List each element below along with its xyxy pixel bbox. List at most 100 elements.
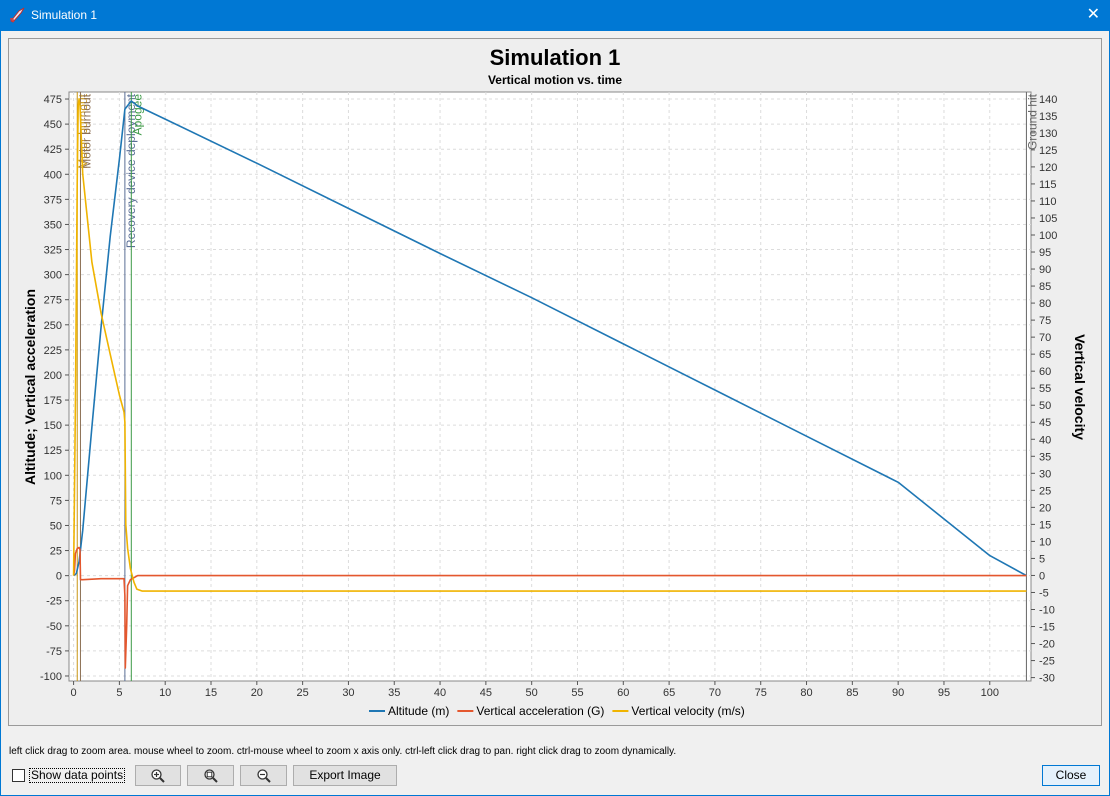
x-tick-label: 15 [205, 687, 217, 699]
x-tick-label: 35 [388, 687, 400, 699]
event-marker-label: Apogee [130, 94, 144, 136]
legend-item: Vertical acceleration (G) [476, 704, 604, 718]
export-image-button[interactable]: Export Image [293, 765, 397, 786]
y-right-tick-label: 10 [1039, 536, 1051, 548]
series-line [72, 97, 1027, 592]
y-right-tick-label: 55 [1039, 383, 1051, 395]
zoom-fit-icon [203, 769, 218, 783]
y-left-tick-label: 250 [44, 320, 62, 332]
y-right-tick-label: 135 [1039, 111, 1057, 123]
window-title: Simulation 1 [31, 8, 98, 22]
x-tick-label: 10 [159, 687, 171, 699]
show-data-points-label[interactable]: Show data points [29, 768, 126, 783]
y-left-tick-label: 350 [44, 219, 62, 231]
y-right-tick-label: 80 [1039, 298, 1051, 310]
y-right-tick-label: 35 [1039, 451, 1051, 463]
x-tick-label: 75 [755, 687, 767, 699]
x-tick-label: 20 [251, 687, 263, 699]
plot-area[interactable]: 0 5 10 15 20 25 30 35 40 45 50 55 60 65 70 75 80 85 90 95 10… [40, 91, 1057, 699]
y-left-tick-label: 125 [44, 445, 62, 457]
y-right-tick-label: 100 [1039, 230, 1057, 242]
y-left-tick-label: 375 [44, 194, 62, 206]
x-tick-label: 85 [846, 687, 858, 699]
y-left-tick-label: 400 [44, 169, 62, 181]
y-right-tick-label: -15 [1039, 622, 1055, 634]
chart-panel[interactable]: Simulation 1 Vertical motion vs. time Al… [8, 38, 1102, 726]
y-left-tick-label: 450 [44, 119, 62, 131]
y-right-tick-label: -20 [1039, 639, 1055, 651]
y-left-tick-label: 50 [50, 520, 62, 532]
y-right-tick-label: 130 [1039, 128, 1057, 140]
show-data-points-checkbox[interactable] [12, 769, 25, 782]
y-right-tick-label: 125 [1039, 145, 1057, 157]
y-left-tick-label: 175 [44, 395, 62, 407]
y-right-tick-label: 115 [1039, 179, 1057, 191]
close-icon[interactable]: ✕ [1086, 6, 1100, 23]
plot-background [68, 91, 1032, 682]
x-tick-label: 40 [434, 687, 446, 699]
zoom-out-icon [256, 769, 271, 783]
x-tick-label: 95 [938, 687, 950, 699]
zoom-fit-button[interactable] [187, 765, 234, 786]
y-right-tick-label: 90 [1039, 264, 1051, 276]
y-left-tick-label: 150 [44, 420, 62, 432]
series-line [73, 100, 1027, 577]
zoom-in-button[interactable] [135, 765, 181, 786]
y-right-tick-label: 40 [1039, 434, 1051, 446]
y-left-tick-label: 475 [44, 94, 62, 106]
y-right-tick-label: 30 [1039, 468, 1051, 480]
y-right-tick-label: 70 [1039, 332, 1051, 344]
y-left-tick-label: 275 [44, 295, 62, 307]
y-right-tick-label: 5 [1039, 553, 1045, 565]
y-axis-right-label: Vertical velocity [1072, 334, 1088, 440]
y-left-tick-label: 100 [44, 470, 62, 482]
y-left-tick-label: -100 [40, 671, 62, 683]
y-left-tick-label: 200 [44, 370, 62, 382]
y-left-tick-label: 75 [50, 495, 62, 507]
x-tick-label: 100 [981, 687, 999, 699]
series-line [72, 546, 1027, 669]
y-right-tick-label: 15 [1039, 519, 1051, 531]
x-tick-label: 55 [571, 687, 583, 699]
y-left-tick-label: 225 [44, 345, 62, 357]
y-right-tick-label: 140 [1039, 94, 1057, 106]
x-tick-label: 25 [297, 687, 309, 699]
y-right-tick-label: 20 [1039, 502, 1051, 514]
y-right-tick-label: -25 [1039, 656, 1055, 668]
x-tick-label: 45 [480, 687, 492, 699]
y-left-tick-label: 425 [44, 144, 62, 156]
zoom-in-icon [151, 769, 165, 783]
legend: Altitude (m) Vertical acceleration (G) Ver… [369, 704, 745, 718]
event-marker-label: Ground hit [1025, 93, 1039, 150]
legend-item: Altitude (m) [388, 704, 449, 718]
y-right-tick-label: 50 [1039, 400, 1051, 412]
chart[interactable]: Simulation 1 Vertical motion vs. time Al… [9, 39, 1101, 725]
y-right-tick-label: 25 [1039, 485, 1051, 497]
y-axis-left-label: Altitude; Vertical acceleration [22, 289, 38, 485]
close-button[interactable]: Close [1042, 765, 1100, 786]
x-tick-label: 5 [116, 687, 122, 699]
y-left-tick-label: 0 [56, 571, 62, 583]
x-tick-label: 30 [342, 687, 354, 699]
x-tick-label: 0 [71, 687, 77, 699]
y-right-tick-label: 120 [1039, 162, 1057, 174]
event-marker-label: Motor burnout [79, 93, 93, 168]
y-left-tick-label: 325 [44, 245, 62, 257]
zoom-out-button[interactable] [240, 765, 287, 786]
y-right-tick-label: 75 [1039, 315, 1051, 327]
y-left-tick-label: 300 [44, 270, 62, 282]
y-right-tick-label: 110 [1039, 196, 1057, 208]
y-right-tick-label: 65 [1039, 349, 1051, 361]
legend-item: Vertical velocity (m/s) [631, 704, 744, 718]
chart-title: Simulation 1 [490, 45, 621, 70]
y-right-tick-label: 105 [1039, 213, 1057, 225]
x-tick-label: 50 [526, 687, 538, 699]
y-right-tick-label: 85 [1039, 281, 1051, 293]
y-left-tick-label: -25 [46, 596, 62, 608]
y-right-tick-label: 60 [1039, 366, 1051, 378]
y-left-tick-label: -50 [46, 621, 62, 633]
rocket-icon [10, 7, 25, 23]
x-tick-label: 90 [892, 687, 904, 699]
y-right-tick-label: -30 [1039, 673, 1055, 685]
title-bar: Simulation 1 ✕ [0, 0, 1110, 31]
